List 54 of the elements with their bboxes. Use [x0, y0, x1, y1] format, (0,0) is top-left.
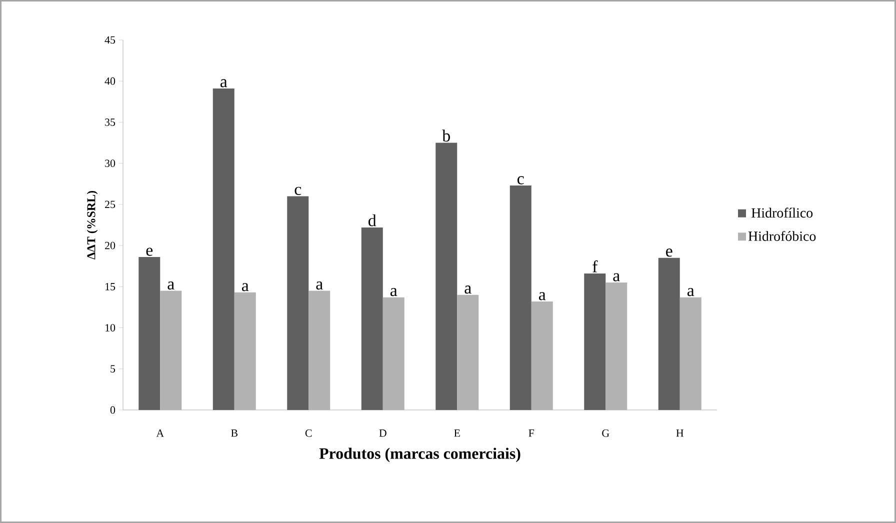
bar	[606, 282, 628, 410]
bar	[584, 273, 606, 410]
x-tick-label: A	[156, 430, 164, 437]
bar	[361, 227, 383, 410]
bar	[510, 186, 532, 410]
legend-label: Hidrofílico	[752, 208, 813, 218]
data-label: f	[592, 260, 598, 272]
data-label: e	[146, 248, 153, 256]
data-label: a	[390, 288, 398, 296]
x-tick-label: G	[602, 430, 610, 437]
bar	[382, 297, 404, 410]
y-tick-label: 10	[106, 324, 116, 332]
data-label: a	[613, 273, 620, 282]
y-axis-title: ΔΔT (%SRL)	[86, 190, 98, 260]
data-label: c	[518, 176, 524, 184]
bar	[287, 196, 309, 410]
y-tick-label: 15	[106, 282, 116, 290]
bar	[212, 88, 234, 410]
bar	[457, 294, 479, 410]
data-label: b	[442, 130, 450, 142]
y-tick-label: 0	[110, 406, 116, 414]
bar	[436, 142, 458, 410]
x-tick-label: H	[676, 430, 684, 437]
y-tick-label: 45	[104, 36, 116, 44]
data-label: e	[666, 248, 672, 257]
data-label: a	[687, 288, 694, 296]
data-label: a	[168, 281, 174, 290]
y-tick-label: 30	[105, 160, 116, 168]
data-label: d	[368, 214, 376, 226]
bar	[234, 292, 256, 410]
data-label: a	[242, 283, 249, 292]
data-label: a	[220, 79, 228, 88]
y-tick-label: 5	[110, 365, 116, 373]
bar	[308, 290, 330, 410]
bar	[138, 257, 160, 410]
x-tick-label: C	[305, 430, 312, 437]
data-label: c	[294, 186, 302, 196]
data-label: a	[316, 281, 323, 290]
x-tick-label: F	[528, 430, 534, 437]
y-tick-label: 40	[104, 77, 116, 85]
legend-label: Hidrofóbico	[748, 230, 816, 241]
bar	[160, 290, 182, 410]
data-label: a	[464, 286, 472, 294]
x-tick-label: D	[379, 430, 386, 437]
bar	[680, 297, 702, 410]
x-axis-title: Produtos (marcas comerciais)	[319, 448, 520, 462]
bar	[658, 258, 680, 410]
y-tick-label: 20	[105, 242, 116, 250]
y-tick-label: 35	[105, 118, 116, 126]
data-label: a	[538, 292, 546, 300]
y-tick-label: 25	[105, 200, 116, 208]
x-tick-label: B	[231, 430, 238, 437]
bar	[531, 301, 553, 410]
x-tick-label: E	[454, 430, 460, 437]
